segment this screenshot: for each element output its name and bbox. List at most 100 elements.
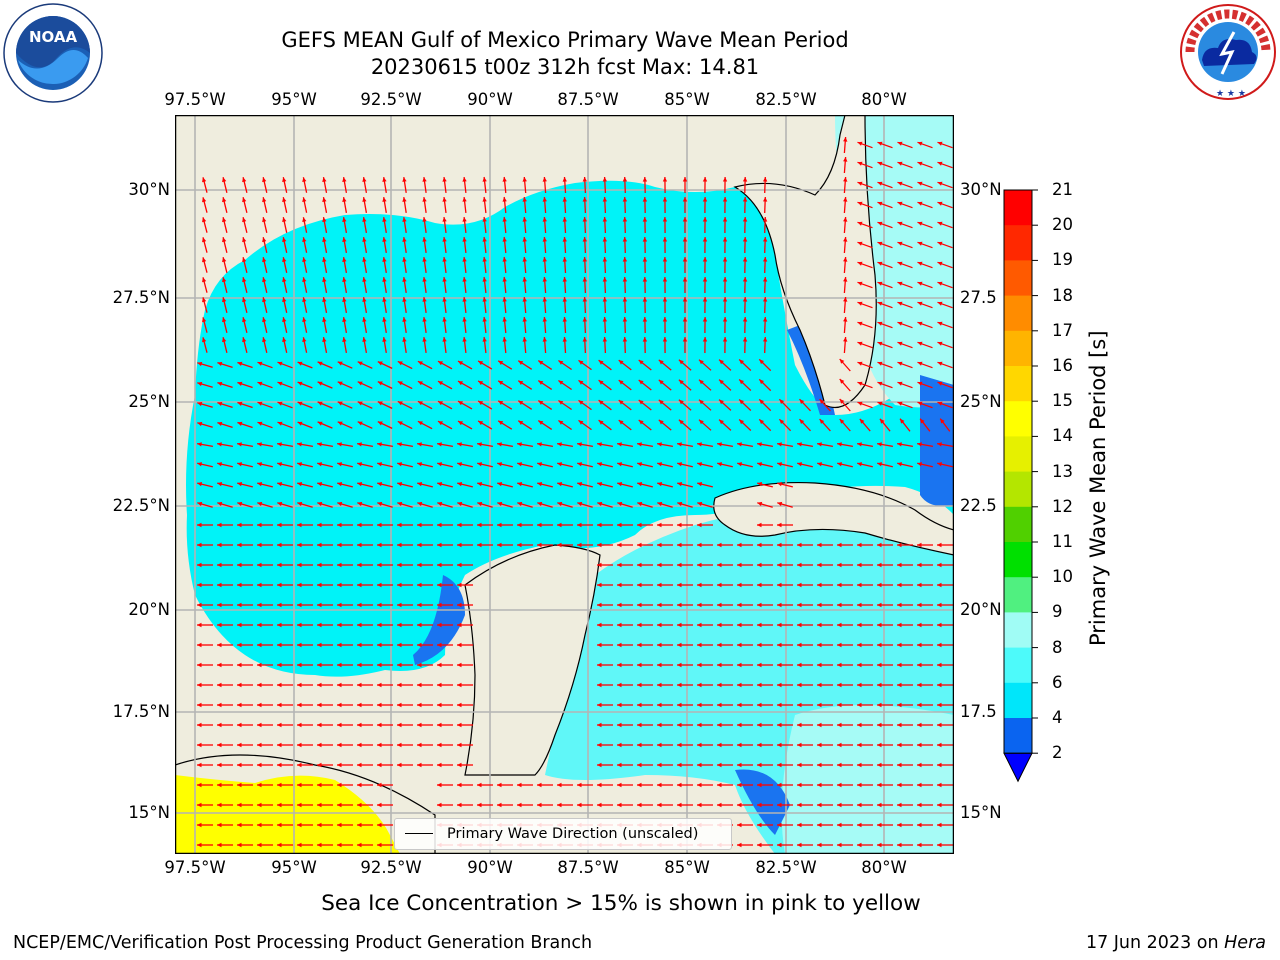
wave-arrowhead (397, 702, 402, 708)
wave-arrowhead (538, 380, 544, 385)
colorbar-segment (1004, 612, 1032, 649)
wave-arrowhead (843, 317, 848, 322)
wave-arrowhead (417, 482, 423, 487)
wave-arrowhead (497, 462, 502, 467)
wave-arrowhead (382, 297, 387, 302)
wave-arrowhead (757, 482, 763, 487)
wave-arrowhead (658, 399, 664, 405)
wave-arrowhead (737, 782, 742, 788)
wave-arrowhead (482, 177, 487, 182)
wave-arrowhead (537, 462, 542, 467)
wave-arrowhead (557, 442, 562, 447)
wave-arrowhead (739, 379, 744, 385)
wave-arrowhead (337, 722, 342, 728)
wave-arrowhead (357, 501, 363, 507)
wave-arrowhead (417, 662, 422, 668)
wave-arrowhead (442, 237, 447, 242)
colorbar-segment (1004, 295, 1032, 332)
colorbar-tick-label: 13 (1052, 461, 1073, 481)
wave-arrowhead (677, 522, 682, 528)
wave-arrowhead (937, 301, 943, 306)
wave-arrowhead (763, 237, 768, 242)
wave-arrowhead (317, 822, 322, 828)
wave-arrowhead (897, 181, 903, 186)
wave-arrowhead (937, 662, 942, 668)
wave-arrowhead (557, 482, 563, 487)
wave-arrowhead (717, 722, 722, 728)
wave-arrowhead (937, 742, 942, 748)
wave-arrowhead (242, 297, 247, 303)
wave-arrowhead (522, 337, 527, 342)
wave-arrowhead (757, 742, 762, 748)
wave-arrowhead (737, 602, 742, 608)
wave-arrowhead (917, 221, 923, 226)
wave-arrowhead (442, 257, 447, 262)
wave-arrowhead (917, 762, 922, 768)
wave-arrowhead (657, 662, 662, 668)
wave-arrowhead (617, 501, 623, 507)
wave-arrowhead (542, 297, 547, 302)
wave-arrowhead (722, 217, 728, 222)
wave-arrowhead (562, 317, 567, 322)
wave-arrowhead (237, 582, 242, 588)
wave-arrowhead (757, 562, 762, 568)
wave-arrowhead (462, 317, 467, 322)
wave-arrowhead (277, 501, 283, 507)
wave-arrowhead (797, 642, 802, 648)
wave-arrowhead (337, 522, 342, 528)
wave-arrowhead (622, 317, 628, 322)
wave-arrowhead (658, 379, 664, 385)
wave-arrowhead (897, 682, 902, 688)
colorbar-segment (1004, 542, 1032, 578)
lat-left-label: 27.5°N (112, 288, 170, 307)
wave-arrowhead (377, 582, 382, 588)
lon-bottom-label: 92.5°W (360, 858, 422, 877)
wave-arrowhead (602, 297, 607, 302)
wave-arrowhead (857, 201, 863, 206)
wave-arrowhead (277, 802, 282, 808)
wave-arrowhead (837, 602, 842, 608)
wave-arrowhead (562, 277, 567, 282)
wave-arrowhead (697, 442, 702, 447)
wave-arrowhead (799, 399, 805, 404)
wave-arrowhead (777, 482, 783, 487)
wave-arrowhead (682, 197, 688, 202)
wave-arrowhead (237, 542, 242, 548)
wave-arrowhead (197, 682, 202, 688)
wave-arrowhead (577, 482, 583, 487)
lon-bottom-label: 82.5°W (755, 858, 817, 877)
colorbar-extend-arrow (1003, 752, 1033, 783)
wave-arrowhead (937, 281, 943, 286)
wave-arrowhead (277, 682, 282, 688)
wave-arrowhead (282, 317, 287, 322)
wave-arrowhead (222, 197, 227, 203)
wave-arrowhead (719, 379, 724, 385)
wave-arrowhead (597, 802, 602, 808)
wave-arrowhead (937, 401, 943, 406)
wave-arrowhead (382, 197, 387, 202)
wave-arrowhead (537, 542, 542, 548)
wave-arrowhead (437, 442, 442, 447)
wave-arrowhead (437, 742, 442, 748)
wave-arrowhead (317, 542, 322, 548)
colorbar-segment (1004, 682, 1032, 719)
wave-arrowhead (437, 501, 443, 507)
wave-arrowhead (237, 742, 242, 748)
wave-arrowhead (937, 762, 942, 768)
wave-arrowhead (357, 381, 363, 386)
wave-arrowhead (317, 562, 322, 568)
wave-arrowhead (477, 462, 482, 467)
wave-arrowhead (377, 702, 382, 708)
wave-arrowhead (817, 702, 822, 708)
wave-arrowhead (257, 842, 262, 848)
wave-arrowhead (442, 317, 447, 322)
wave-arrowhead (397, 381, 403, 386)
wave-arrowhead (897, 321, 903, 326)
lon-top-label: 87.5°W (557, 90, 619, 109)
colorbar-segment (1004, 225, 1032, 261)
wave-arrowhead (277, 562, 282, 568)
wave-arrowhead (302, 177, 307, 182)
wave-arrowhead (317, 682, 322, 688)
wave-arrowhead (737, 542, 742, 548)
wave-arrowhead (317, 582, 322, 588)
